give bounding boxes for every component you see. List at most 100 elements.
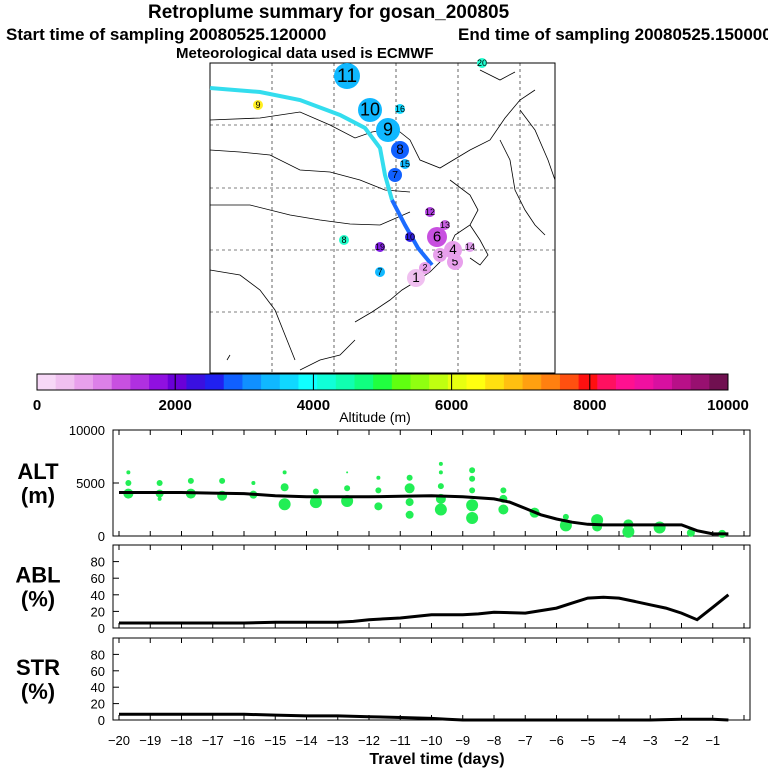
plume-point-small [477, 58, 487, 68]
x-axis-label: Travel time (days) [369, 751, 504, 768]
plume-point-small [253, 100, 263, 110]
x-tick-label: −12 [358, 733, 380, 748]
plume-point-small [400, 159, 410, 169]
x-tick-label: −20 [108, 733, 130, 748]
panel-frame [112, 429, 751, 537]
colorbar-swatch [130, 374, 150, 390]
trajectory-upper [209, 86, 394, 201]
coastline-8 [519, 109, 556, 181]
altitude-cluster [406, 474, 413, 481]
point-label-small: 15 [400, 159, 410, 169]
colorbar-swatch [373, 374, 393, 390]
panel-frame [112, 637, 751, 721]
altitude-colorbar: 0 2000 4000 6000 8000 10000 Altitude (m) [33, 373, 749, 425]
colorbar-swatch [223, 374, 243, 390]
coastline-2 [210, 204, 411, 226]
chart-title: Retroplume summary for gosan_200805 [148, 2, 510, 23]
altitude-cluster [562, 513, 569, 520]
colorbar-swatch [37, 374, 57, 390]
colorbar-swatch [55, 374, 75, 390]
series-line [119, 593, 730, 625]
y-tick-label: 0 [98, 621, 105, 636]
point-label: 5 [452, 255, 459, 269]
time-series-panels: 0500010000ALT(m)020406080ABL(%)020406080… [15, 423, 751, 768]
colorbar-swatch [279, 374, 299, 390]
altitude-cluster [312, 488, 319, 495]
coastline-9 [226, 354, 231, 361]
altitude-cluster [374, 502, 383, 511]
altitude-cluster [405, 510, 414, 519]
panel-ylabel: (%) [21, 679, 55, 704]
x-tick-label: −7 [518, 733, 533, 748]
altitude-cluster [219, 477, 226, 484]
altitude-cluster [282, 470, 287, 475]
plume-point-small [465, 242, 475, 252]
colorbar-swatch [242, 374, 262, 390]
colorbar-tick-label: 6000 [435, 397, 468, 414]
y-tick-label: 80 [91, 555, 105, 570]
point-label-small: 12 [425, 207, 435, 217]
x-tick-label: −2 [674, 733, 689, 748]
y-tick-label: 60 [91, 664, 105, 679]
plume-point [433, 248, 447, 262]
colorbar-swatch [335, 374, 355, 390]
colorbar-swatch [205, 374, 225, 390]
point-label-small: 10 [405, 232, 415, 242]
point-label-small: 9 [255, 100, 260, 110]
colorbar-swatch [391, 374, 412, 390]
x-tick-label: −6 [549, 733, 564, 748]
plume-point [388, 168, 402, 182]
point-label: 7 [392, 169, 398, 181]
colorbar-swatch [634, 374, 654, 390]
x-tick-label: −13 [327, 733, 349, 748]
colorbar-swatch [485, 374, 505, 390]
point-label-small: 14 [465, 242, 475, 252]
point-label: 2 [422, 263, 427, 273]
colorbar-tick-label: 2000 [159, 397, 192, 414]
altitude-cluster [344, 485, 351, 492]
x-tick-label: −18 [170, 733, 192, 748]
panel-ylabel: (%) [21, 587, 55, 612]
coastline-6 [209, 269, 296, 361]
plume-point-small [339, 235, 349, 245]
colorbar-tick-label: 8000 [573, 397, 606, 414]
series-line [119, 712, 729, 722]
x-tick-label: −1 [705, 733, 720, 748]
plume-point [376, 118, 400, 142]
plume-point [427, 227, 447, 247]
x-tick-label: −14 [295, 733, 317, 748]
colorbar-swatch [466, 374, 486, 390]
colorbar-tick-label: 0 [33, 397, 41, 414]
met-data-label: Meteorological data used is ECMWF [176, 45, 434, 62]
y-tick-label: 10000 [69, 423, 105, 438]
plume-point [334, 63, 360, 89]
plume-point-small [405, 232, 415, 242]
altitude-cluster [500, 487, 507, 494]
plume-point-small [395, 104, 405, 114]
altitude-cluster [309, 496, 322, 509]
plume-point-small [425, 207, 435, 217]
map-graticule [210, 63, 555, 373]
colorbar-swatch [653, 374, 673, 390]
colorbar-swatch [615, 374, 636, 390]
altitude-cluster [404, 483, 415, 494]
plume-point [419, 262, 431, 274]
altitude-cluster [438, 470, 443, 475]
y-tick-label: 40 [91, 680, 105, 695]
altitude-cluster [376, 475, 381, 480]
series-line [119, 491, 729, 536]
altitude-cluster [280, 483, 289, 492]
y-tick-label: 20 [91, 604, 105, 619]
point-label-small: 8 [341, 235, 346, 245]
altitude-cluster [405, 498, 414, 507]
y-tick-label: 40 [91, 588, 105, 603]
colorbar-swatch [541, 374, 561, 390]
start-time-label: Start time of sampling 20080525.120000 [6, 25, 327, 44]
colorbar-swatch [671, 374, 692, 390]
colorbar-swatch [149, 374, 169, 390]
plume-point [391, 141, 409, 159]
colorbar-tick-label: 10000 [707, 397, 749, 414]
